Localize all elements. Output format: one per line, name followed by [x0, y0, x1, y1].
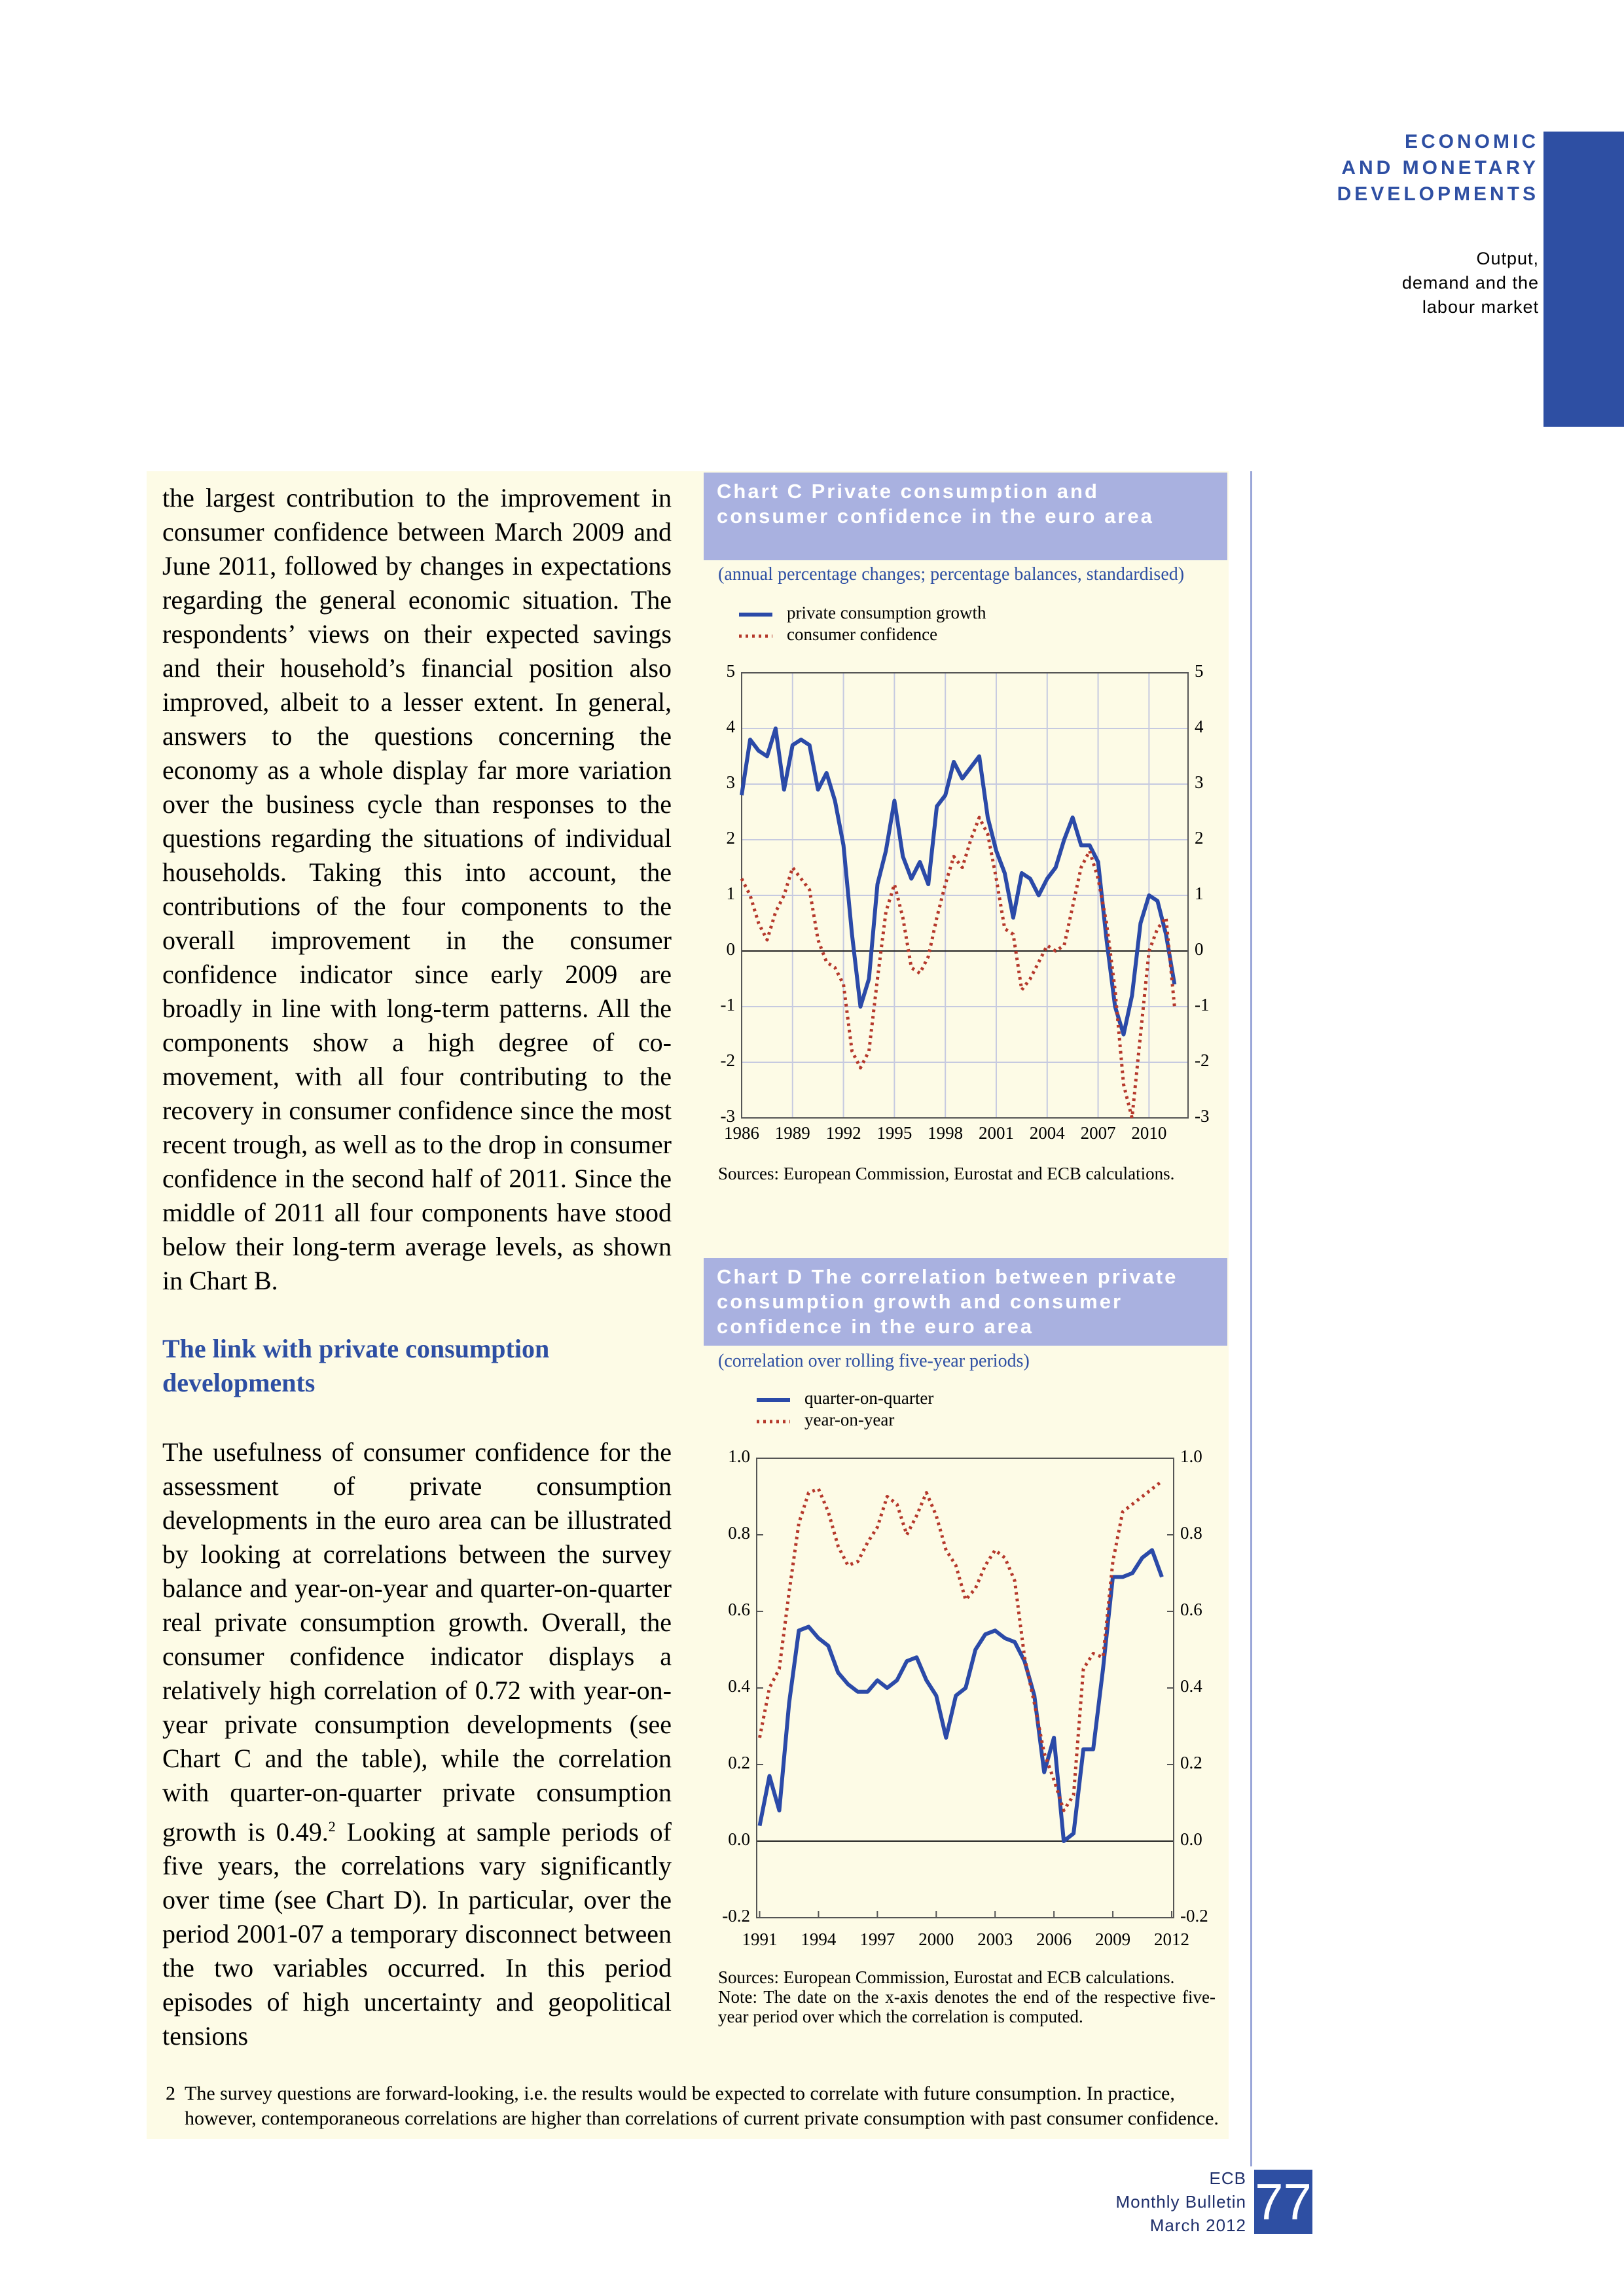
- legend-label: year-on-year: [804, 1410, 894, 1429]
- x-tick-label: 1992: [826, 1123, 861, 1143]
- plot-frame: [756, 1458, 1174, 1918]
- y-tick-label: 1.0: [728, 1446, 750, 1466]
- footnote-ref: 2: [328, 1818, 336, 1835]
- y2-tick-label: 0.0: [1180, 1829, 1202, 1849]
- y-tick-label: 0.6: [728, 1600, 750, 1619]
- y2-tick-label: 1.0: [1180, 1446, 1202, 1466]
- chart-subtitle: (correlation over rolling five-year peri…: [718, 1351, 1030, 1371]
- y-tick-label: 0.8: [728, 1523, 750, 1543]
- x-tick-label: 2003: [977, 1929, 1013, 1949]
- y2-tick-label: 0.4: [1180, 1676, 1202, 1696]
- y-tick-label: 4: [727, 717, 736, 736]
- series-line: [758, 1480, 1163, 1812]
- page-tab: [1543, 132, 1624, 427]
- x-tick-label: 1994: [801, 1929, 837, 1949]
- y2-tick-label: 1: [1195, 884, 1204, 903]
- y-tick-label: 3: [727, 772, 736, 792]
- y-tick-label: 1: [727, 884, 736, 903]
- paragraph: The usefulness of consumer confidence fo…: [162, 1435, 672, 2053]
- y-tick-label: -3: [721, 1106, 736, 1126]
- x-tick-label: 1991: [742, 1929, 777, 1949]
- y2-tick-label: 4: [1195, 717, 1204, 736]
- y2-tick-label: 2: [1195, 828, 1204, 848]
- series-line: [740, 726, 1177, 1037]
- y2-tick-label: 3: [1195, 772, 1204, 792]
- x-tick-label: 1995: [876, 1123, 912, 1143]
- chart-sources: Sources: European Commission, Eurostat a…: [718, 1164, 1175, 1183]
- y-tick-label: 2: [727, 828, 736, 848]
- subsection-line: labour market: [1422, 297, 1539, 317]
- x-tick-label: 1986: [724, 1123, 759, 1143]
- x-tick-label: 2000: [918, 1929, 954, 1949]
- footnote-text: The survey questions are forward-looking…: [185, 2083, 1219, 2129]
- y2-tick-label: 5: [1195, 661, 1204, 681]
- y2-tick-label: 0.6: [1180, 1600, 1202, 1619]
- footer: ECB Monthly Bulletin March 2012: [1115, 2166, 1246, 2237]
- chart-title: Private consumption and consumer confide…: [717, 480, 1154, 528]
- y2-tick-label: -0.2: [1180, 1906, 1208, 1926]
- footer-title: Monthly Bulletin: [1115, 2192, 1246, 2212]
- footer-issue: March 2012: [1149, 2215, 1246, 2235]
- column-rule: [1250, 471, 1252, 2166]
- y2-tick-label: -1: [1195, 995, 1210, 1014]
- x-tick-label: 1998: [928, 1123, 963, 1143]
- series-line: [740, 816, 1176, 1120]
- y2-tick-label: 0: [1195, 939, 1204, 959]
- section-line: ECONOMIC: [1405, 131, 1539, 152]
- chart-label: Chart D: [717, 1265, 804, 1288]
- text: The usefulness of consumer confidence fo…: [162, 1437, 672, 1847]
- footnote-number: 2: [166, 2083, 175, 2104]
- y-tick-label: 0.4: [728, 1676, 750, 1696]
- x-tick-label: 2010: [1131, 1123, 1166, 1143]
- legend-label: quarter-on-quarter: [804, 1388, 933, 1408]
- subsection-line: Output,: [1476, 249, 1539, 268]
- chart-note: Note: The date on the x-axis denotes the…: [718, 1987, 1216, 2026]
- chart-title-box: Chart C Private consumption and consumer…: [704, 473, 1227, 560]
- section-line: DEVELOPMENTS: [1337, 183, 1539, 205]
- y-tick-label: -0.2: [722, 1906, 750, 1926]
- y2-tick-label: -3: [1195, 1106, 1210, 1126]
- x-tick-label: 2004: [1030, 1123, 1066, 1143]
- x-tick-label: 2001: [979, 1123, 1014, 1143]
- plot-frame: [741, 672, 1189, 1119]
- text: Looking at sample periods of five years,…: [162, 1817, 672, 2051]
- x-tick-label: 2007: [1081, 1123, 1116, 1143]
- y-tick-label: 0: [727, 939, 736, 959]
- x-tick-label: 1989: [775, 1123, 810, 1143]
- paragraph: the largest contribution to the improvem…: [162, 483, 672, 1295]
- y2-tick-label: 0.8: [1180, 1523, 1202, 1543]
- y-tick-label: 0.0: [728, 1829, 750, 1849]
- y-tick-label: -1: [721, 995, 736, 1014]
- chart-title: The correlation between private consumpt…: [717, 1265, 1178, 1338]
- chart-label: Chart C: [717, 480, 804, 503]
- y-tick-label: 0.2: [728, 1753, 750, 1772]
- legend-label: consumer confidence: [787, 624, 937, 644]
- x-tick-label: 2006: [1036, 1929, 1072, 1949]
- x-tick-label: 2012: [1154, 1929, 1189, 1949]
- subsection-line: demand and the: [1401, 273, 1539, 293]
- x-tick-label: 2009: [1095, 1929, 1130, 1949]
- chart-sources: Sources: European Commission, Eurostat a…: [718, 1967, 1175, 1987]
- y2-tick-label: -2: [1195, 1050, 1210, 1070]
- y-tick-label: 5: [727, 661, 736, 681]
- series-line: [757, 1548, 1164, 1843]
- legend-label: private consumption growth: [787, 603, 986, 622]
- chart-subtitle: (annual percentage changes; percentage b…: [718, 564, 1185, 584]
- section-line: AND MONETARY: [1341, 157, 1539, 179]
- y2-tick-label: 0.2: [1180, 1753, 1202, 1772]
- x-tick-label: 1997: [859, 1929, 895, 1949]
- subsection-header: Output, demand and the labour market: [1402, 247, 1539, 319]
- chart-title-box: Chart D The correlation between private …: [704, 1258, 1227, 1346]
- heading: The link with private consumption develo…: [162, 1334, 550, 1397]
- section-header: ECONOMIC AND MONETARY DEVELOPMENTS: [1337, 129, 1539, 207]
- chart: -3 -3 -2 -2 -1 -1 0 0 1 1 2 2 3 3 4 4 5 5 1986 1989 1992 1995…: [721, 603, 1210, 1143]
- y-tick-label: -2: [721, 1050, 736, 1070]
- chart: -0.2 -0.2 0.0 0.0 0.2 0.2 0.4 0.4 0.6 0.6 0.8 0.8 1.…: [722, 1388, 1208, 1949]
- footer-publisher: ECB: [1209, 2168, 1246, 2188]
- page-number: 77: [1254, 2170, 1312, 2234]
